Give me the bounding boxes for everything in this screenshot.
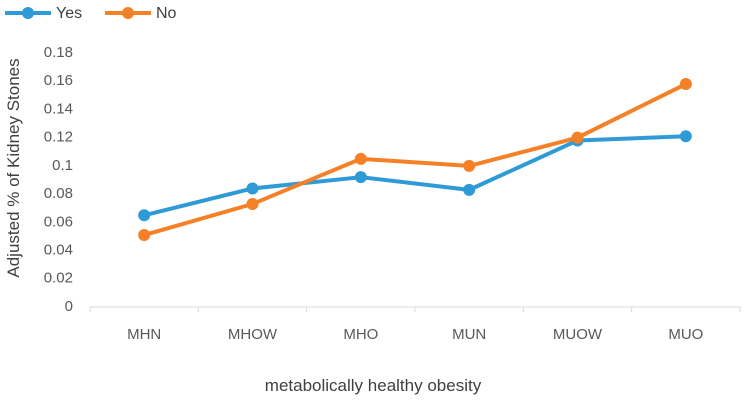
legend-marker bbox=[122, 7, 134, 19]
legend-label: Yes bbox=[56, 5, 82, 22]
data-point bbox=[354, 152, 367, 165]
series-line bbox=[142, 82, 688, 238]
x-tick-label: MUN bbox=[452, 326, 486, 343]
legend-item-no: No bbox=[105, 5, 177, 22]
data-point bbox=[246, 197, 259, 210]
data-point bbox=[463, 159, 476, 172]
legend-label: No bbox=[156, 5, 177, 22]
x-tick-label: MUOW bbox=[553, 326, 603, 343]
y-tick-label: 0.16 bbox=[44, 72, 73, 89]
data-point bbox=[138, 209, 151, 222]
y-tick-label: 0.04 bbox=[44, 242, 73, 259]
data-point bbox=[138, 229, 151, 242]
data-point bbox=[571, 131, 584, 144]
y-tick-label: 0.08 bbox=[44, 185, 73, 202]
y-axis-ticks: 0 0.02 0.04 0.06 0.08 0.1 0.12 0.14 0.16 0.18 bbox=[44, 44, 73, 315]
y-tick-label: 0.14 bbox=[44, 100, 73, 117]
data-point bbox=[679, 130, 692, 143]
x-tick-label: MUO bbox=[668, 326, 703, 343]
x-axis-title: metabolically healthy obesity bbox=[265, 376, 482, 395]
legend: Yes No bbox=[5, 5, 177, 22]
data-point bbox=[246, 182, 259, 195]
series-yes bbox=[138, 130, 692, 222]
legend-marker bbox=[22, 7, 34, 19]
x-tick-label: MHN bbox=[127, 326, 161, 343]
x-axis-ticks: MHN MHOW MHO MUN MUOW MUO bbox=[89, 307, 741, 343]
y-tick-label: 0 bbox=[65, 298, 73, 315]
series-no bbox=[138, 78, 692, 242]
y-tick-label: 0.18 bbox=[44, 44, 73, 61]
y-tick-label: 0.12 bbox=[44, 129, 73, 146]
legend-item-yes: Yes bbox=[5, 5, 82, 22]
series-line bbox=[142, 134, 688, 218]
series-layer bbox=[138, 78, 692, 242]
data-point bbox=[463, 183, 476, 196]
y-tick-label: 0.1 bbox=[52, 157, 73, 174]
x-tick-label: MHOW bbox=[228, 326, 278, 343]
y-tick-label: 0.06 bbox=[44, 213, 73, 230]
x-tick-label: MHO bbox=[343, 326, 378, 343]
data-point bbox=[354, 171, 367, 184]
y-tick-label: 0.02 bbox=[44, 270, 73, 287]
y-axis-title: Adjusted % of Kidney Stones bbox=[4, 58, 23, 277]
data-point bbox=[679, 78, 692, 91]
